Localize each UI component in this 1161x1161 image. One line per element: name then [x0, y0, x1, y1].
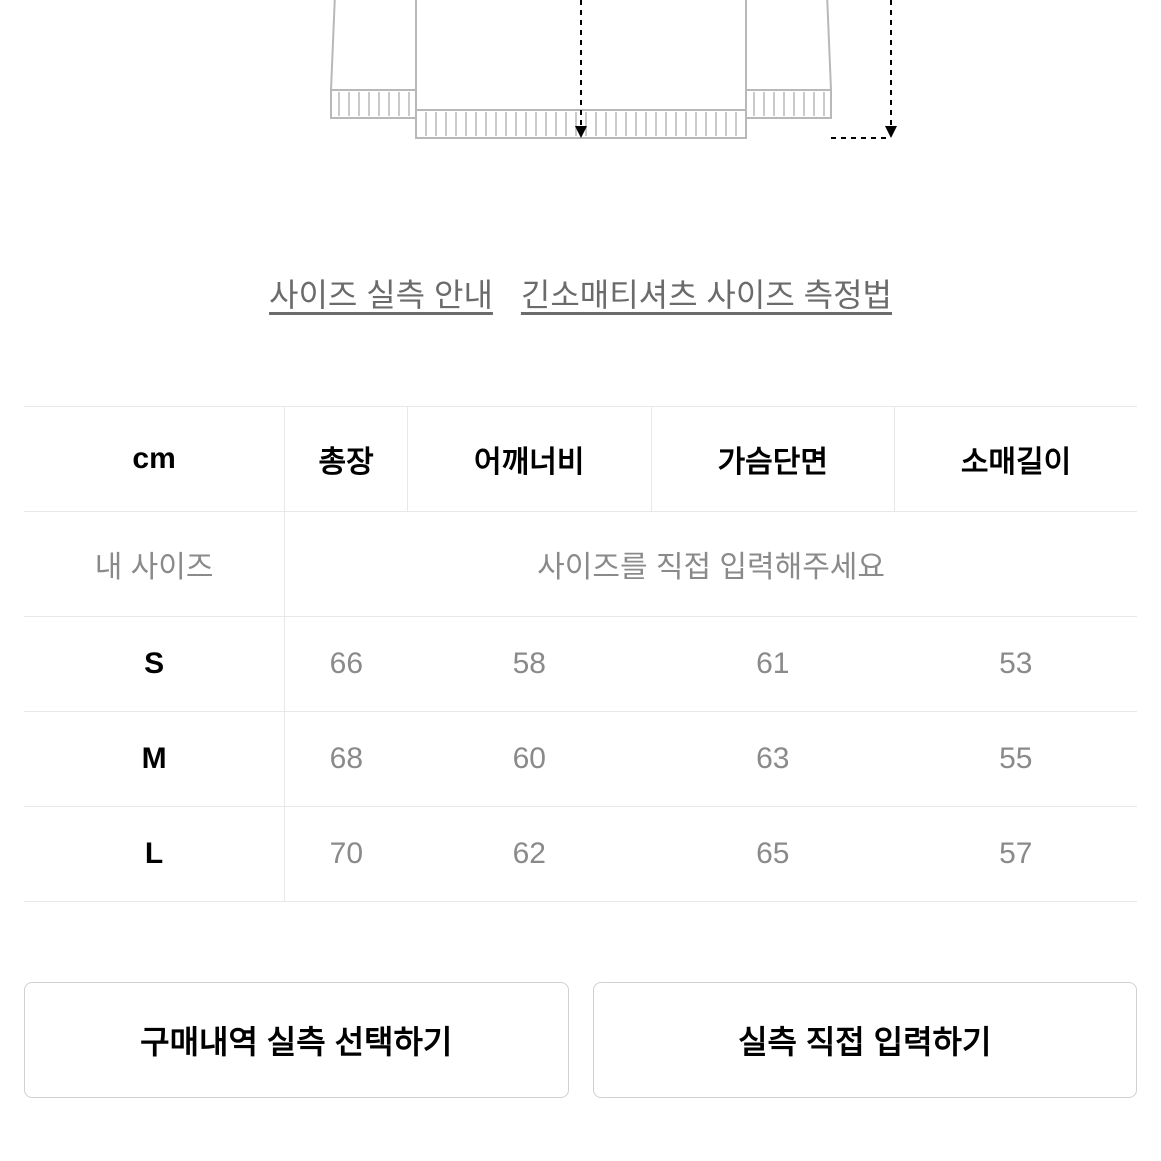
- size-value: 58: [408, 617, 652, 712]
- size-label: S: [24, 617, 285, 712]
- table-header-row: cm 총장 어깨너비 가슴단면 소매길이: [24, 407, 1137, 512]
- column-header: 총장: [285, 407, 408, 512]
- size-value: 53: [895, 617, 1137, 712]
- size-value: 66: [285, 617, 408, 712]
- table-row: L 70 62 65 57: [24, 807, 1137, 902]
- size-value: 63: [651, 712, 895, 807]
- direct-input-button[interactable]: 실측 직접 입력하기: [593, 982, 1138, 1098]
- size-value: 68: [285, 712, 408, 807]
- mysize-row[interactable]: 내 사이즈 사이즈를 직접 입력해주세요: [24, 512, 1137, 617]
- size-value: 70: [285, 807, 408, 902]
- garment-diagram: [0, 0, 1161, 190]
- table-row: M 68 60 63 55: [24, 712, 1137, 807]
- unit-header: cm: [24, 407, 285, 512]
- size-label: L: [24, 807, 285, 902]
- measure-method-link[interactable]: 긴소매티셔츠 사이즈 측정법: [521, 270, 892, 316]
- size-value: 61: [651, 617, 895, 712]
- column-header: 소매길이: [895, 407, 1137, 512]
- size-value: 60: [408, 712, 652, 807]
- guide-links-row: 사이즈 실측 안내 긴소매티셔츠 사이즈 측정법: [0, 270, 1161, 316]
- mysize-label: 내 사이즈: [24, 512, 285, 617]
- size-label: M: [24, 712, 285, 807]
- size-value: 57: [895, 807, 1137, 902]
- mysize-placeholder[interactable]: 사이즈를 직접 입력해주세요: [285, 512, 1137, 617]
- table-row: S 66 58 61 53: [24, 617, 1137, 712]
- size-value: 62: [408, 807, 652, 902]
- column-header: 가슴단면: [651, 407, 895, 512]
- column-header: 어깨너비: [408, 407, 652, 512]
- size-value: 65: [651, 807, 895, 902]
- size-table: cm 총장 어깨너비 가슴단면 소매길이 내 사이즈 사이즈를 직접 입력해주세…: [24, 406, 1137, 902]
- size-value: 55: [895, 712, 1137, 807]
- size-guide-link[interactable]: 사이즈 실측 안내: [269, 270, 493, 316]
- bottom-buttons-row: 구매내역 실측 선택하기 실측 직접 입력하기: [24, 982, 1137, 1098]
- select-purchase-button[interactable]: 구매내역 실측 선택하기: [24, 982, 569, 1098]
